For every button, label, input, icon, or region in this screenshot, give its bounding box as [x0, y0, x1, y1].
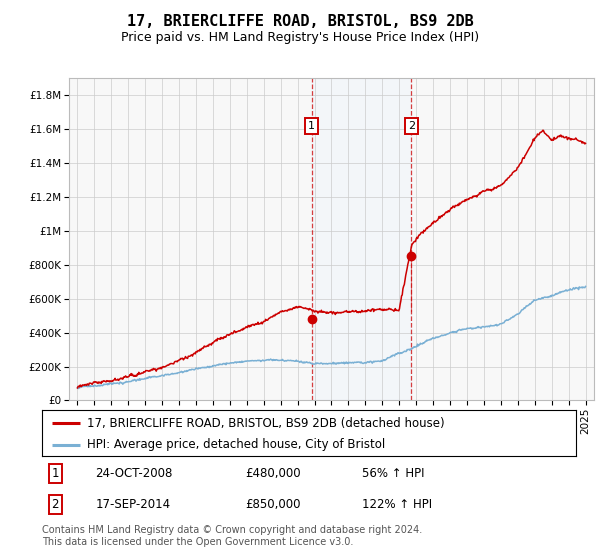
Text: Contains HM Land Registry data © Crown copyright and database right 2024.
This d: Contains HM Land Registry data © Crown c…: [42, 525, 422, 547]
Text: 24-OCT-2008: 24-OCT-2008: [95, 467, 173, 480]
Text: £850,000: £850,000: [245, 498, 301, 511]
Text: 2: 2: [52, 498, 59, 511]
Text: 17, BRIERCLIFFE ROAD, BRISTOL, BS9 2DB: 17, BRIERCLIFFE ROAD, BRISTOL, BS9 2DB: [127, 14, 473, 29]
Text: 122% ↑ HPI: 122% ↑ HPI: [362, 498, 433, 511]
Text: 56% ↑ HPI: 56% ↑ HPI: [362, 467, 425, 480]
Text: 1: 1: [308, 121, 315, 131]
Text: HPI: Average price, detached house, City of Bristol: HPI: Average price, detached house, City…: [88, 438, 386, 451]
Text: Price paid vs. HM Land Registry's House Price Index (HPI): Price paid vs. HM Land Registry's House …: [121, 31, 479, 44]
Text: £480,000: £480,000: [245, 467, 301, 480]
Text: 17, BRIERCLIFFE ROAD, BRISTOL, BS9 2DB (detached house): 17, BRIERCLIFFE ROAD, BRISTOL, BS9 2DB (…: [88, 417, 445, 430]
Bar: [311, 78, 412, 400]
Text: 2: 2: [408, 121, 415, 131]
Text: 1: 1: [52, 467, 59, 480]
Text: 17-SEP-2014: 17-SEP-2014: [95, 498, 170, 511]
